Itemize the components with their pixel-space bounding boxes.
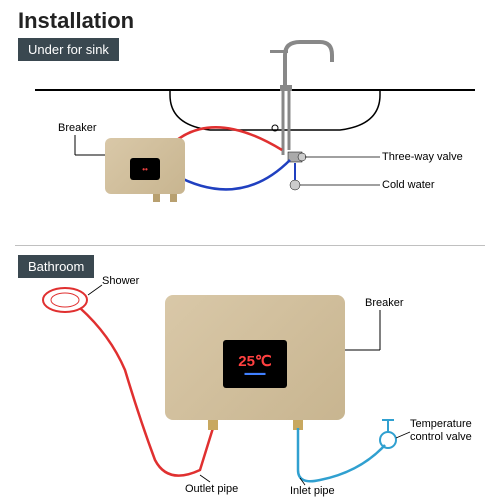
label-shower: Shower	[102, 275, 139, 287]
label-outlet: Outlet pipe	[185, 483, 238, 495]
display-bar: ▬▬▬	[245, 370, 266, 377]
label-inlet: Inlet pipe	[290, 485, 335, 497]
temp-readout-bathroom: 25℃	[238, 352, 272, 370]
label-breaker-bathroom: Breaker	[365, 297, 404, 309]
heater-display-bathroom: 25℃ ▬▬▬	[223, 340, 287, 388]
label-tempvalve: Temperature control valve	[410, 418, 472, 444]
heater-unit-bathroom: 25℃ ▬▬▬	[165, 295, 345, 420]
